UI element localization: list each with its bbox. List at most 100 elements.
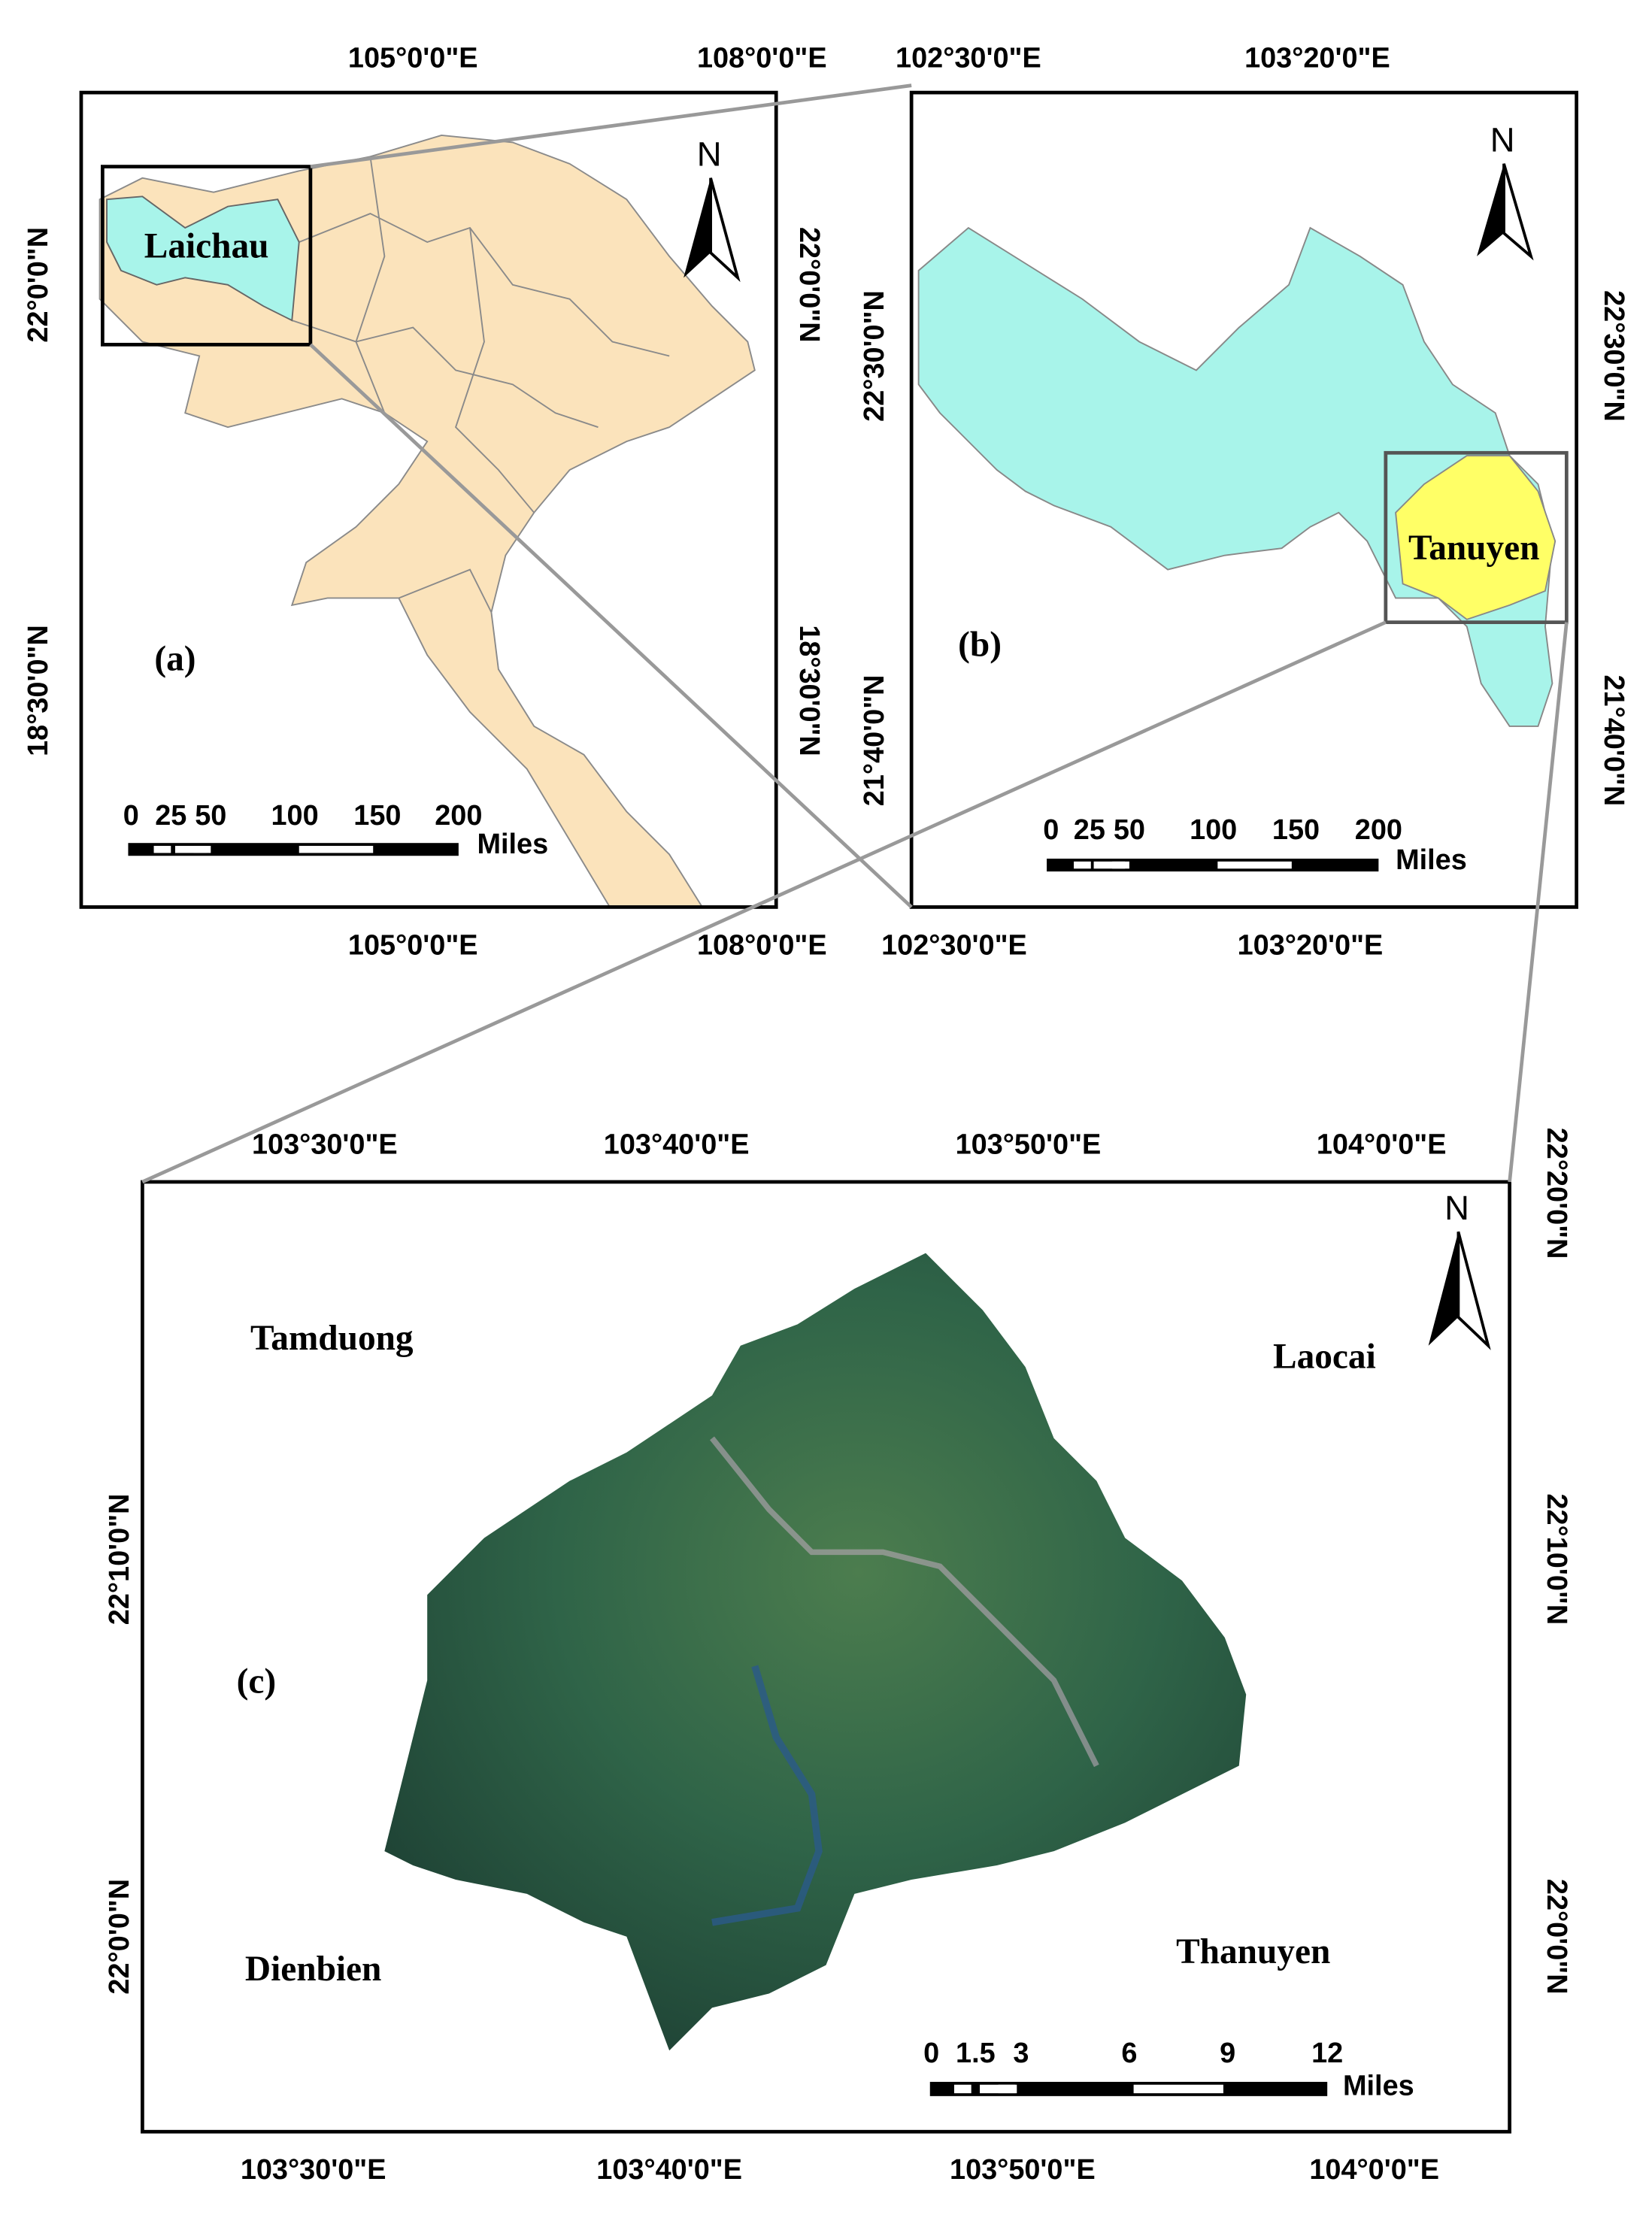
connector <box>309 343 913 909</box>
scale-bar <box>1047 859 1379 872</box>
vietnam <box>99 134 756 908</box>
scale-label: 50 <box>195 800 226 832</box>
scale-bar-segment <box>1093 861 1126 869</box>
scale-unit: Miles <box>477 829 548 860</box>
scale-bar-segment <box>193 845 211 853</box>
place-name: Dienbien <box>245 1950 381 1989</box>
province-borders <box>398 568 493 613</box>
scale-label: 200 <box>435 800 482 832</box>
labels: 105°0'0"E 108°0'0"E 105°0'0"E 108°0'0"E 22°0… <box>23 43 1629 2186</box>
scale-bar-segment <box>1112 861 1129 869</box>
scale-bar-segment <box>1217 861 1292 869</box>
north-arrow <box>709 177 741 283</box>
scale-unit: Miles <box>1396 844 1467 876</box>
frame-a <box>79 90 778 909</box>
scale-bar-segment <box>953 2084 971 2094</box>
panel-label: (b) <box>958 626 1002 665</box>
scale-unit: Miles <box>1343 2070 1414 2101</box>
connector <box>310 83 912 168</box>
place-name: Laichau <box>144 226 269 265</box>
scale-label: 200 <box>1355 814 1402 846</box>
scale-bar-segment <box>998 2084 1016 2094</box>
bottom-tick-label: 103°30'0"E <box>241 2154 386 2186</box>
top-tick-label: 103°50'0"E <box>956 1129 1102 1161</box>
valley <box>710 1436 1099 1768</box>
place-name: Thanuyen <box>1176 1932 1330 1971</box>
right-tick-label: 22°30'0"N <box>1598 290 1629 422</box>
left-tick-label: 22°30'0"N <box>859 290 890 422</box>
north-label: N <box>1490 120 1515 159</box>
scale-label: 1.5 <box>956 2038 996 2069</box>
scale-label: 0 <box>123 800 139 832</box>
left-tick-label: 22°0'0"N <box>104 1879 135 1995</box>
scale-label: 3 <box>1013 2038 1029 2069</box>
right-tick-label: 18°30'0"N <box>793 625 825 756</box>
scale-bar-segment <box>1074 861 1091 869</box>
scale-label: 50 <box>1114 814 1145 846</box>
north-label: N <box>1444 1189 1469 1227</box>
bottom-tick-label: 102°30'0"E <box>881 929 1027 961</box>
bottom-tick-label: 105°0'0"E <box>348 929 478 961</box>
province-borders <box>355 156 386 414</box>
connector <box>141 620 1387 1184</box>
place-name: Laocai <box>1273 1338 1376 1377</box>
north-label: N <box>697 135 722 173</box>
top-tick-label: 103°40'0"E <box>604 1129 750 1161</box>
scale-bar-segment <box>299 845 374 853</box>
connectors <box>141 83 1569 1184</box>
right-tick-label: 21°40'0"N <box>1598 674 1629 806</box>
right-tick-label: 22°0'0"N <box>1541 1879 1572 1995</box>
map-a <box>99 134 756 908</box>
scale-label: 9 <box>1220 2038 1235 2069</box>
bottom-tick-label: 103°50'0"E <box>950 2154 1096 2186</box>
top-tick-label: 103°20'0"E <box>1244 43 1390 74</box>
north-arrow <box>1477 163 1505 256</box>
scale-label: 150 <box>353 800 401 832</box>
scale-bar-segment <box>174 845 207 853</box>
laichau-province <box>917 226 1553 727</box>
top-tick-label: 105°0'0"E <box>348 43 478 74</box>
panel-label: (c) <box>237 1662 277 1701</box>
river <box>711 1665 823 1926</box>
left-tick-label: 18°30'0"N <box>23 625 54 756</box>
connector <box>1508 622 1569 1183</box>
province-borders <box>454 227 535 514</box>
right-tick-label: 22°20'0"N <box>1541 1128 1572 1259</box>
bottom-tick-label: 103°20'0"E <box>1238 929 1384 961</box>
bottom-tick-label: 104°0'0"E <box>1309 2154 1439 2186</box>
scale-label: 150 <box>1272 814 1320 846</box>
scale-bar-segment <box>153 845 171 853</box>
top-tick-label: 102°30'0"E <box>896 43 1041 74</box>
scale-label: 0 <box>923 2038 939 2069</box>
inset-box-b <box>1384 450 1569 625</box>
left-tick-label: 22°0'0"N <box>23 227 54 343</box>
left-tick-label: 22°10'0"N <box>104 1493 135 1625</box>
top-tick-label: 104°0'0"E <box>1317 1129 1447 1161</box>
place-name: Tamduong <box>250 1319 414 1358</box>
satellite-image <box>384 1253 1247 2051</box>
scale-label: 100 <box>1190 814 1237 846</box>
scale-label: 0 <box>1043 814 1059 846</box>
laichau-area <box>106 195 300 322</box>
bottom-tick-label: 108°0'0"E <box>697 929 827 961</box>
scale-bar <box>929 2081 1328 2096</box>
north-arrow <box>1502 163 1534 261</box>
north-arrow <box>1456 1231 1491 1350</box>
top-tick-label: 103°30'0"E <box>252 1129 398 1161</box>
scale-label: 100 <box>271 800 318 832</box>
north-arrow <box>684 177 711 278</box>
scale-label: 25 <box>1074 814 1105 846</box>
place-name: Tanuyen <box>1408 529 1540 568</box>
scale-bar-segment <box>1133 2084 1223 2094</box>
tanuyen-district <box>1395 455 1557 620</box>
left-tick-label: 21°40'0"N <box>859 674 890 806</box>
right-tick-label: 22°10'0"N <box>1541 1493 1572 1625</box>
right-tick-label: 22°0'0"N <box>793 227 825 343</box>
scale-label: 12 <box>1311 2038 1343 2069</box>
bottom-tick-label: 103°40'0"E <box>596 2154 742 2186</box>
top-tick-label: 108°0'0"E <box>697 43 827 74</box>
scale-label: 25 <box>155 800 186 832</box>
scale-label: 6 <box>1121 2038 1137 2069</box>
